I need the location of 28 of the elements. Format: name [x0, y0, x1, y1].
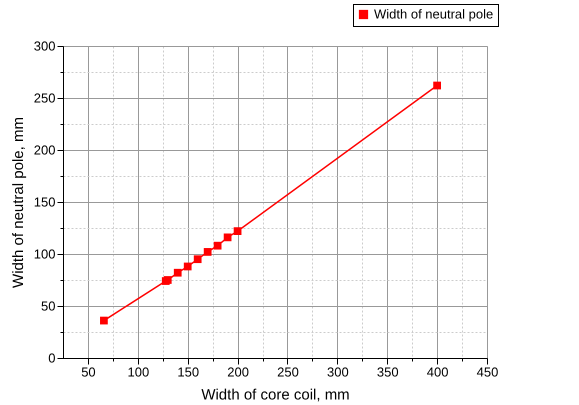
y-tick-label: 300	[34, 38, 56, 54]
y-axis-title: Width of neutral pole, mm	[10, 117, 27, 288]
y-tick-label: 100	[34, 246, 56, 262]
x-tick-label: 200	[227, 364, 249, 380]
x-axis-title: Width of core coil, mm	[201, 386, 350, 404]
point	[433, 82, 441, 90]
x-tick-label: 100	[127, 364, 150, 380]
x-tick-label: 250	[277, 364, 299, 380]
point	[184, 262, 192, 270]
y-tick-label: 250	[34, 90, 56, 106]
y-tick-label: 150	[34, 194, 56, 210]
point	[100, 316, 108, 324]
point	[234, 227, 242, 235]
x-tick-label: 150	[177, 364, 200, 380]
y-tick-label: 0	[48, 350, 56, 366]
point	[224, 233, 232, 242]
x-tick-label: 450	[476, 364, 498, 380]
point	[214, 242, 222, 250]
x-tick-label: 50	[81, 364, 96, 380]
x-tick-label: 300	[327, 364, 349, 380]
x-tick-label: 400	[426, 364, 448, 380]
y-tick-label: 200	[34, 142, 56, 158]
point	[174, 268, 182, 277]
legend-label: Width of neutral pole	[374, 6, 494, 22]
x-tick-label: 350	[376, 364, 399, 380]
y-tick-label: 50	[41, 298, 56, 314]
point	[204, 248, 212, 256]
point	[194, 255, 202, 264]
